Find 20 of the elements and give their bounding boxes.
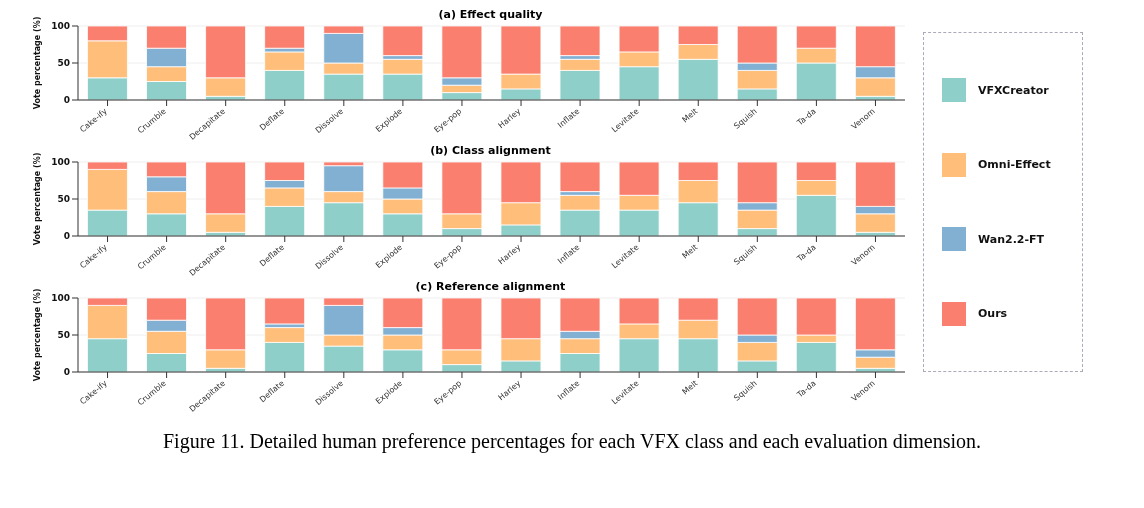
y-axis-title: Vote percentage (%) [32,16,42,110]
y-tick-label: 0 [63,231,70,242]
chart-title: (c) Reference alignment [415,280,566,293]
y-tick-label: 0 [63,95,70,106]
caption: Figure 11. Detailed human preference percentages for each VFX class and each evaluation dimension. [162,430,982,453]
y-tick-label: 100 [51,157,70,168]
y-tick-label: 50 [57,194,70,205]
chart-title: (a) Effect quality [438,8,543,21]
y-tick-label: 50 [57,58,70,69]
y-tick-label: 100 [51,21,70,32]
legend-label: Ours [978,307,1008,321]
y-tick-label: 0 [63,367,70,378]
legend-label: VFXCreator [978,83,1049,97]
chart-title: (b) Class alignment [430,144,551,157]
legend-label: Omni-Effect [978,158,1051,172]
y-axis-title: Vote percentage (%) [32,152,42,246]
y-tick-label: 100 [51,293,70,304]
y-axis-title: Vote percentage (%) [32,288,42,382]
y-tick-label: 50 [57,330,70,341]
legend-label: Wan2.2-FT [978,232,1045,246]
